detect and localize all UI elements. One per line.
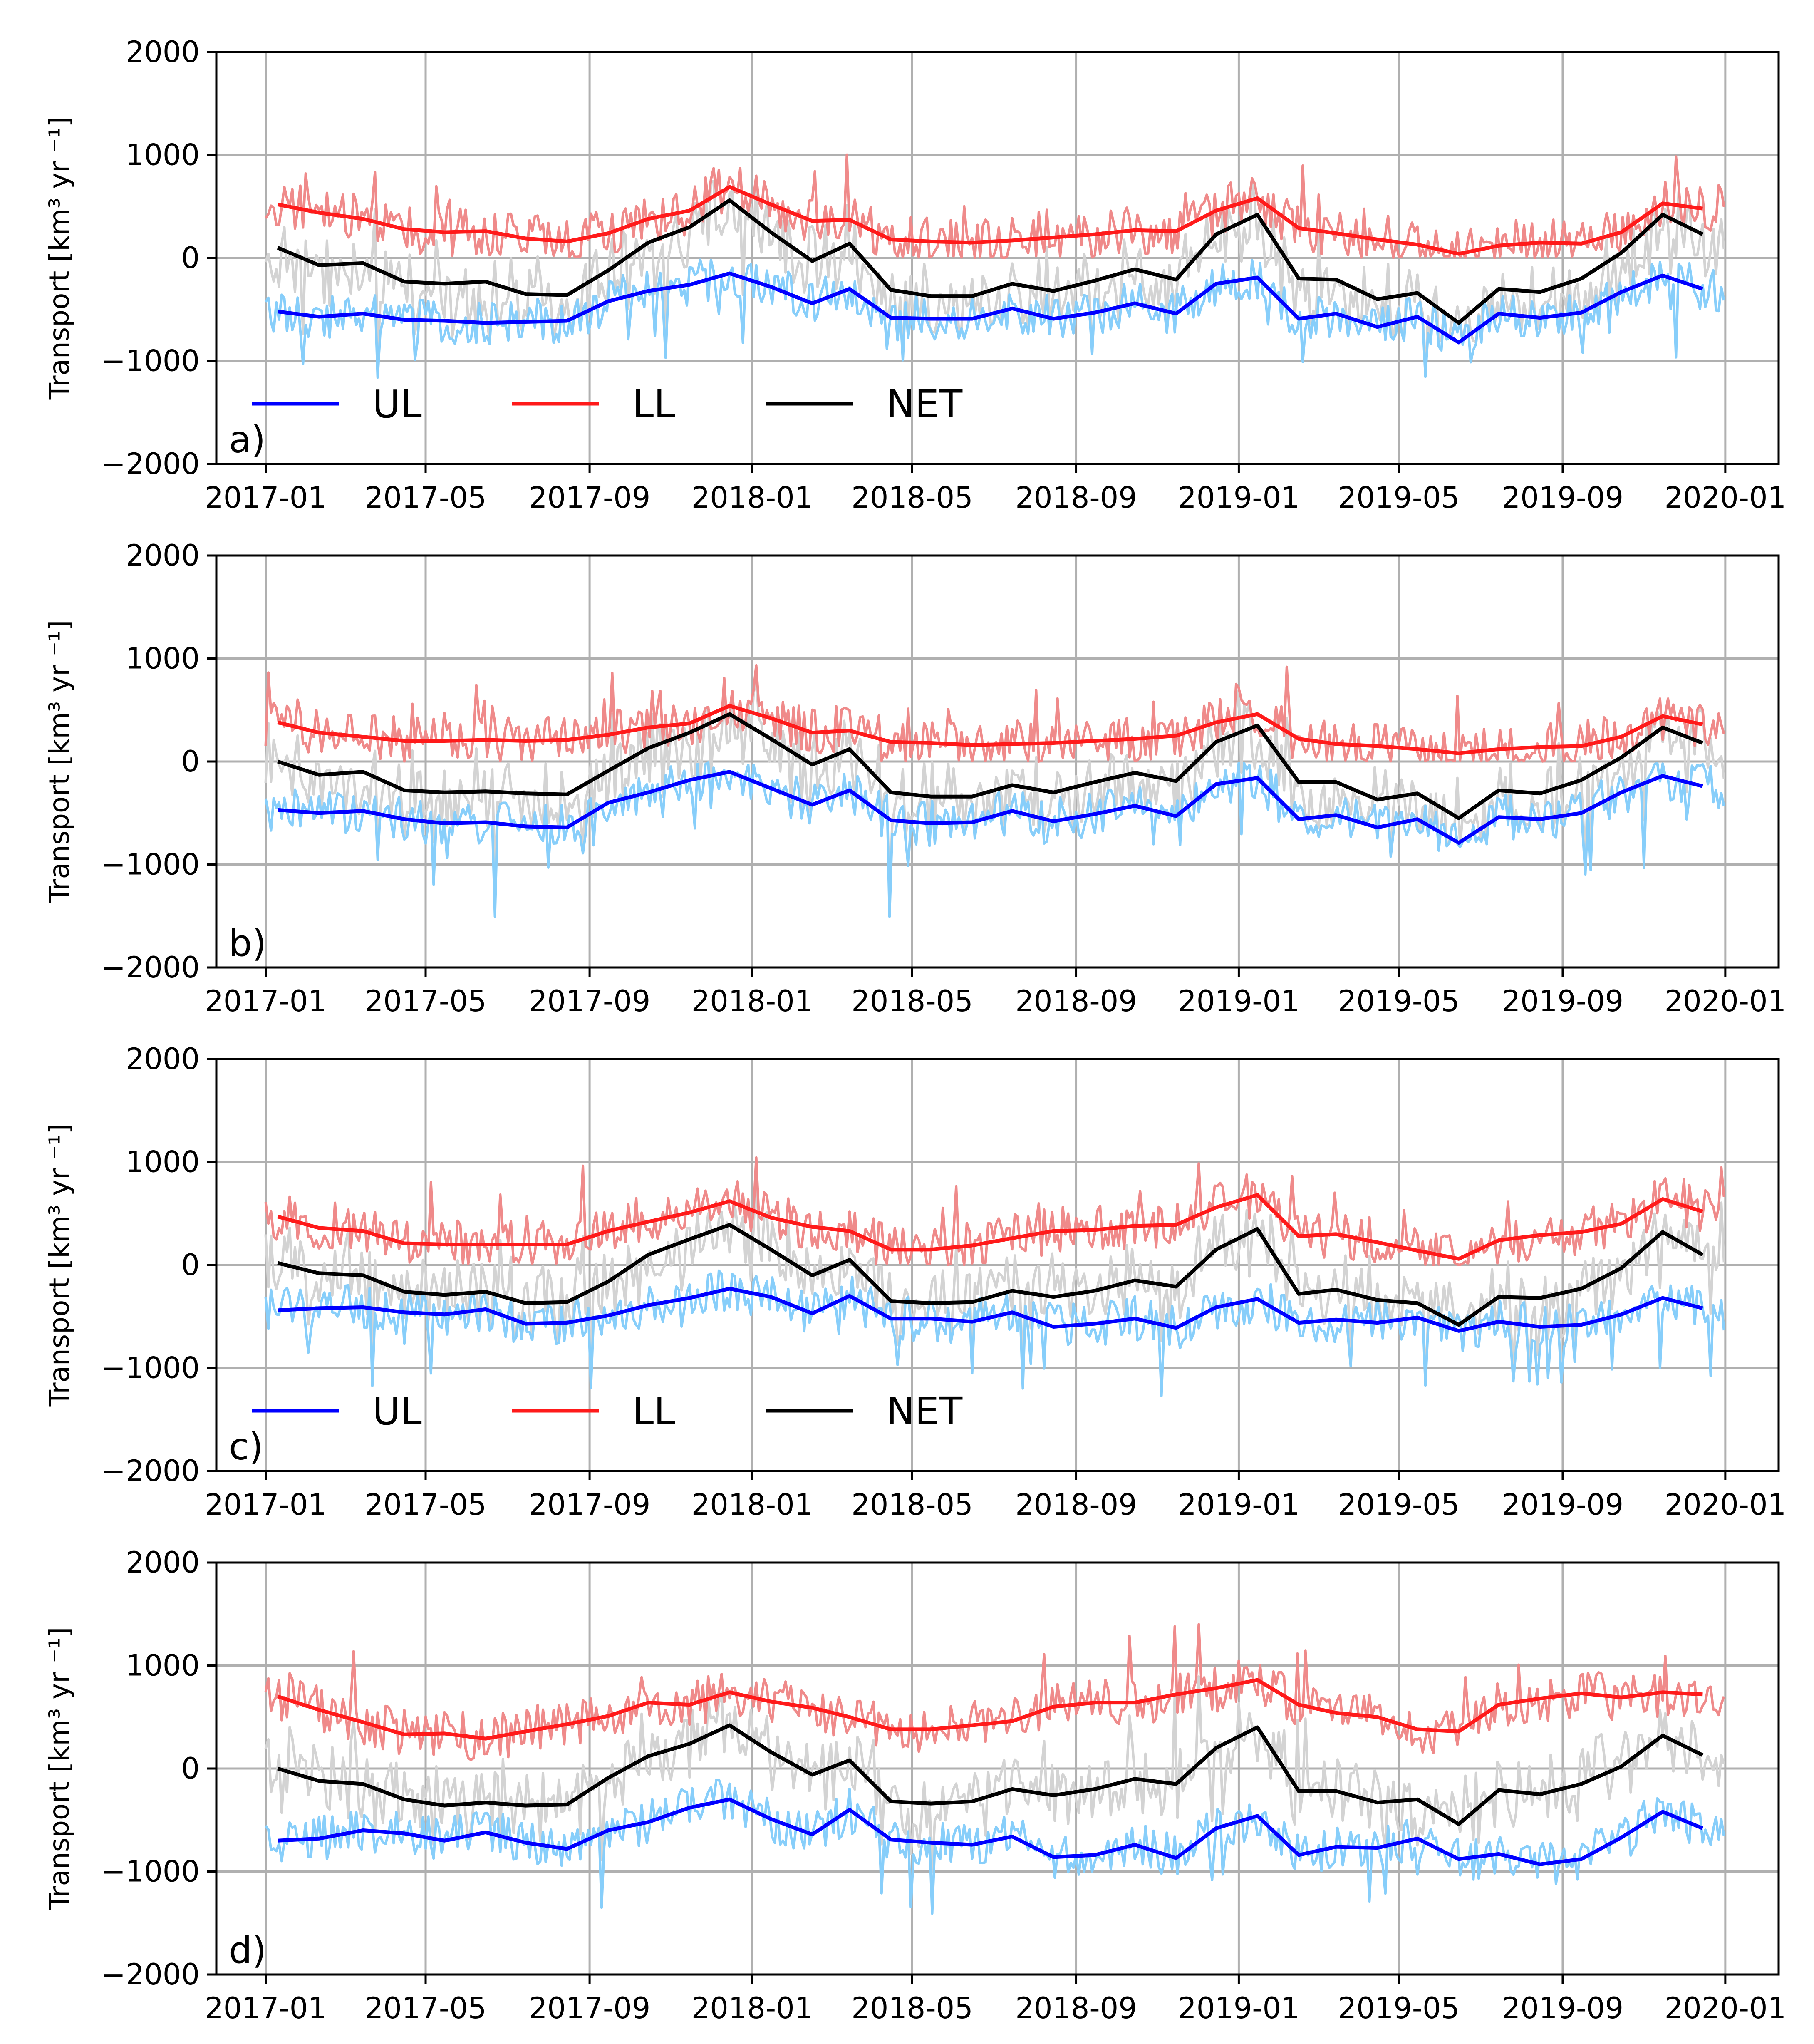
x-tick-label: 2018-01 <box>691 481 813 515</box>
y-axis-label: Transport [km³ yr ⁻¹] <box>43 620 75 904</box>
x-tick-label: 2017-01 <box>205 1488 326 1522</box>
x-tick-label: 2018-05 <box>851 1488 973 1522</box>
x-tick-label: 2017-05 <box>365 481 486 515</box>
series-line-net <box>277 198 1704 325</box>
series-line-net <box>277 1223 1704 1327</box>
x-tick-label: 2018-09 <box>1015 984 1137 1018</box>
series-line-ll <box>277 1193 1703 1261</box>
series-line-ll <box>277 185 1703 256</box>
y-axis-label: Transport [km³ yr ⁻¹] <box>43 1627 75 1911</box>
y-tick-label: −1000 <box>101 1351 200 1385</box>
y-tick-label: 1000 <box>126 1145 200 1179</box>
y-tick-label: 2000 <box>126 1042 200 1076</box>
y-tick-label: −2000 <box>101 950 200 985</box>
panel-label: c) <box>229 1425 263 1468</box>
legend-label-ul: UL <box>372 382 422 427</box>
x-tick-label: 2018-09 <box>1015 1488 1137 1522</box>
series-line-ul <box>278 1287 1703 1333</box>
x-tick-label: 2018-05 <box>851 984 973 1018</box>
series-line-ll <box>277 1678 1703 1741</box>
legend-label-ll: LL <box>632 382 675 427</box>
series-line-ul <box>278 1797 1704 1866</box>
x-tick-label: 2017-01 <box>205 984 326 1018</box>
x-tick-label: 2017-09 <box>529 1488 650 1522</box>
y-tick-label: −1000 <box>101 344 200 378</box>
panel-label: d) <box>229 1929 266 1972</box>
x-tick-label: 2017-01 <box>205 481 326 515</box>
series-line-ul <box>278 770 1703 845</box>
y-tick-label: 0 <box>181 744 200 779</box>
ll-daily-trace <box>264 1156 1725 1266</box>
x-tick-label: 2020-01 <box>1665 481 1786 515</box>
series-line-net <box>277 712 1704 820</box>
x-tick-label: 2019-05 <box>1338 1488 1460 1522</box>
ul-daily-trace <box>264 761 1725 918</box>
x-tick-label: 2019-09 <box>1502 481 1623 515</box>
x-tick-label: 2019-01 <box>1178 984 1299 1018</box>
y-tick-label: 2000 <box>126 35 200 69</box>
x-tick-label: 2019-01 <box>1178 1488 1299 1522</box>
x-tick-label: 2017-05 <box>365 1488 486 1522</box>
y-tick-label: 1000 <box>126 1649 200 1683</box>
x-tick-label: 2018-01 <box>691 1488 813 1522</box>
y-tick-label: −1000 <box>101 1855 200 1889</box>
y-tick-label: 0 <box>181 241 200 275</box>
x-tick-label: 2019-05 <box>1338 1991 1460 2025</box>
series-line-ul <box>277 271 1703 345</box>
y-axis-label: Transport [km³ yr ⁻¹] <box>43 117 75 400</box>
x-tick-label: 2017-09 <box>529 481 650 515</box>
y-tick-label: 2000 <box>126 1545 200 1580</box>
net-daily-trace <box>264 179 1725 377</box>
y-tick-label: −2000 <box>101 447 200 481</box>
x-tick-label: 2019-01 <box>1178 481 1299 515</box>
x-tick-label: 2019-05 <box>1338 984 1460 1018</box>
series-line-ll <box>277 704 1703 755</box>
ul-daily-trace <box>265 258 1725 379</box>
x-tick-label: 2020-01 <box>1665 984 1786 1018</box>
y-axis-label: Transport [km³ yr ⁻¹] <box>43 1124 75 1407</box>
legend-label-net: NET <box>886 382 963 427</box>
y-tick-label: 1000 <box>126 138 200 172</box>
series-line-net <box>277 1723 1704 1826</box>
x-tick-label: 2017-09 <box>529 1991 650 2025</box>
x-tick-label: 2019-09 <box>1502 1991 1623 2025</box>
legend-label-ul: UL <box>372 1389 422 1434</box>
y-tick-label: −2000 <box>101 1454 200 1488</box>
x-tick-label: 2018-01 <box>691 1991 813 2025</box>
x-tick-label: 2017-01 <box>205 1991 326 2025</box>
x-tick-label: 2018-09 <box>1015 481 1137 515</box>
legend-label-ll: LL <box>632 1389 675 1434</box>
x-tick-label: 2019-05 <box>1338 481 1460 515</box>
x-tick-label: 2019-01 <box>1178 1991 1299 2025</box>
x-tick-label: 2020-01 <box>1665 1488 1786 1522</box>
legend-label-net: NET <box>886 1389 963 1434</box>
ul-daily-trace <box>265 1778 1725 1915</box>
net-daily-trace <box>264 1167 1725 1387</box>
x-tick-label: 2018-01 <box>691 984 813 1018</box>
y-tick-label: −1000 <box>101 848 200 882</box>
y-tick-label: −2000 <box>101 1957 200 1992</box>
x-tick-label: 2019-09 <box>1502 1488 1623 1522</box>
x-tick-label: 2017-09 <box>529 984 650 1018</box>
y-tick-label: 1000 <box>126 642 200 676</box>
y-tick-label: 0 <box>181 1248 200 1282</box>
x-tick-label: 2020-01 <box>1665 1991 1786 2025</box>
panel-label: b) <box>229 922 266 965</box>
x-tick-label: 2019-09 <box>1502 984 1623 1018</box>
x-tick-label: 2018-05 <box>851 481 973 515</box>
panel-label: a) <box>229 418 265 461</box>
x-tick-label: 2017-05 <box>365 984 486 1018</box>
x-tick-label: 2018-05 <box>851 1991 973 2025</box>
x-tick-label: 2017-05 <box>365 1991 486 2025</box>
y-tick-label: 0 <box>181 1751 200 1786</box>
x-tick-label: 2018-09 <box>1015 1991 1137 2025</box>
y-tick-label: 2000 <box>126 538 200 573</box>
ll-daily-trace <box>264 153 1725 259</box>
